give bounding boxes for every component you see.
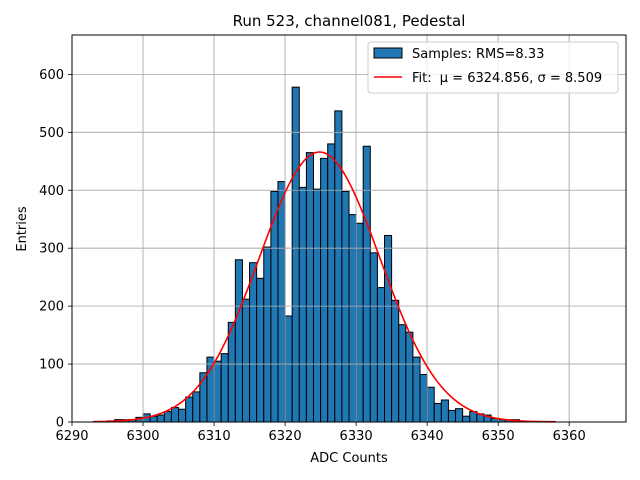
histogram-bar: [398, 324, 407, 423]
histogram-bar: [170, 407, 180, 423]
x-tick-label: 6360: [553, 429, 586, 444]
legend-swatch-samples: [373, 47, 403, 59]
y-tick-label: 200: [39, 300, 64, 315]
x-tick-label: 6320: [269, 429, 302, 444]
y-tick-label: 300: [39, 242, 64, 257]
histogram-bar: [376, 287, 386, 423]
histogram-bar: [447, 409, 457, 423]
histogram-bar: [362, 145, 371, 423]
histogram-bar: [185, 396, 194, 423]
legend-fit-sep: ,: [529, 71, 537, 86]
x-tick-label: 6350: [482, 429, 515, 444]
histogram-bar: [419, 373, 428, 423]
x-axis-label: ADC Counts: [310, 451, 388, 466]
legend-label-samples: Samples: RMS=8.33: [412, 47, 544, 62]
x-tick-label: 6310: [198, 429, 231, 444]
histogram-bar: [284, 315, 293, 423]
legend: Samples: RMS=8.33 Fit: μ = 6324.856, σ =…: [367, 41, 619, 94]
histogram-bar: [320, 157, 329, 423]
histogram-bar: [298, 186, 307, 423]
y-tick-label: 0: [56, 416, 64, 431]
histogram-bar: [156, 414, 165, 423]
histogram-bar: [334, 110, 343, 423]
histogram-bars: [92, 86, 556, 423]
x-axis-ticks: 6290 6300 6310 6320 6330 6340 6350 6360: [55, 422, 586, 444]
y-tick-label: 400: [39, 184, 64, 199]
legend-box: [367, 41, 619, 94]
x-tick-label: 6340: [411, 429, 444, 444]
histogram-bar: [462, 415, 471, 423]
histogram-bar: [348, 214, 357, 423]
y-tick-label: 500: [39, 126, 64, 141]
histogram-bar: [291, 86, 300, 423]
histogram-bar: [384, 234, 393, 423]
histogram-bar: [412, 356, 421, 423]
histogram-bar: [227, 321, 236, 423]
histogram-bar: [192, 391, 201, 423]
histogram-bar: [327, 143, 336, 423]
x-tick-label: 6290: [55, 429, 88, 444]
histogram-bar: [234, 259, 243, 423]
histogram-bar: [163, 411, 172, 423]
x-tick-label: 6330: [340, 429, 373, 444]
histogram-bar: [341, 190, 350, 423]
histogram-bar: [355, 222, 364, 423]
histogram-bar: [305, 152, 314, 423]
histogram-bar: [426, 386, 435, 423]
histogram-bar: [249, 262, 258, 423]
histogram-bar: [405, 331, 414, 423]
chart-title: Run 523, channel081, Pedestal: [233, 12, 466, 30]
legend-fit-mu: μ = 6324.856: [440, 71, 529, 86]
histogram-bar: [241, 298, 251, 423]
plot-area-frame: [71, 34, 627, 423]
y-tick-label: 100: [39, 358, 64, 373]
histogram-bar: [263, 246, 272, 423]
legend-label-fit: Fit: μ = 6324.856, σ = 8.509: [412, 71, 602, 86]
x-tick-label: 6300: [126, 429, 159, 444]
histogram-bar: [312, 188, 322, 423]
histogram-bar: [206, 356, 215, 423]
y-axis-label: Entries: [15, 206, 30, 252]
fit-curve: [93, 151, 555, 423]
y-tick-label: 600: [39, 68, 64, 83]
histogram-bar: [455, 408, 464, 423]
histogram-bar: [440, 399, 449, 423]
histogram-bar: [277, 181, 286, 423]
legend-fit-prefix: Fit:: [412, 71, 436, 86]
histogram-bar: [256, 277, 265, 423]
histogram-bar: [178, 408, 187, 423]
histogram-bar: [433, 402, 442, 423]
histogram-bar: [391, 299, 400, 423]
legend-fit-sigma: σ = 8.509: [538, 71, 603, 86]
histogram-bar: [213, 360, 222, 423]
y-axis-ticks: 0 100 200 300 400 500 600: [39, 68, 72, 431]
histogram-bar: [369, 252, 378, 423]
